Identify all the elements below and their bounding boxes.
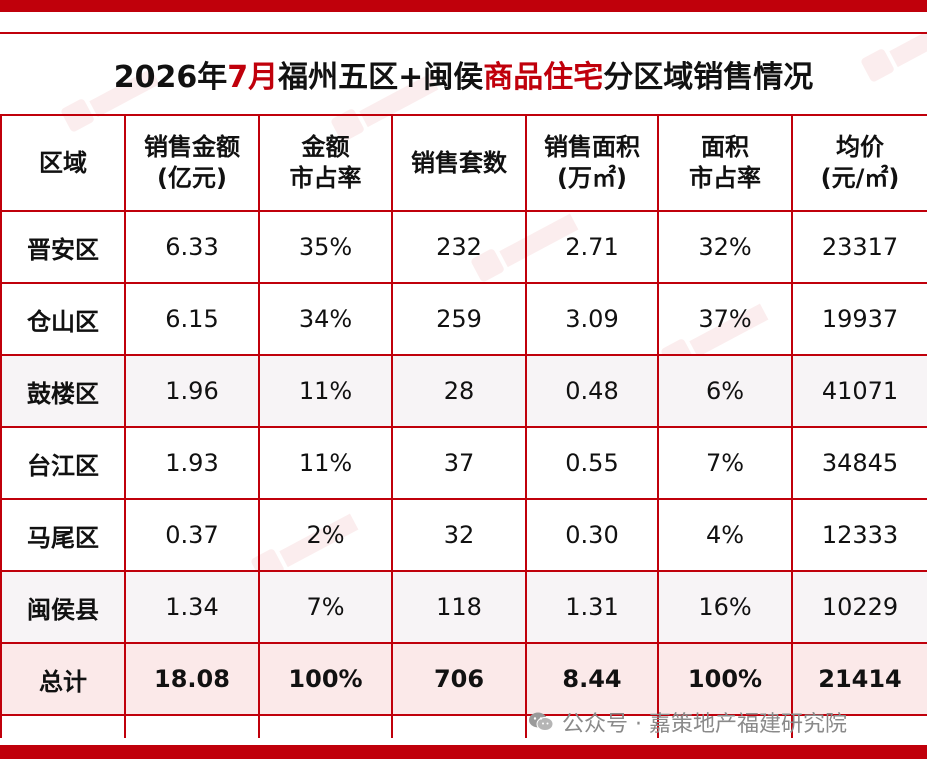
cell-avg-price: 41071: [791, 354, 927, 428]
cell-area-share: 4%: [657, 498, 793, 572]
cell-avg-price: 34845: [791, 426, 927, 500]
header-units: 销售套数: [391, 114, 527, 212]
spacer-cell: [791, 714, 927, 738]
cell-area-share: 37%: [657, 282, 793, 356]
cell-sales-amount: 1.93: [124, 426, 260, 500]
cell-sales-area: 3.09: [525, 282, 659, 356]
cell-avg-price: 10229: [791, 570, 927, 644]
credit-text: 公众号 · 嘉策地产福建研究院: [562, 712, 847, 737]
cell-sales-amount: 1.96: [124, 354, 260, 428]
header-row: 区域 销售金额 (亿元) 金额 市占率 销售套数 销售面积 (万㎡) 面积 市占率 均价…: [0, 114, 927, 212]
header-area-share: 面积 市占率: [657, 114, 793, 212]
cell-amount-share: 34%: [258, 282, 393, 356]
cell-amount-share: 35%: [258, 210, 393, 284]
table-row: 闽侯县 1.34 7% 118 1.31 16% 10229: [0, 570, 927, 644]
title-month: 7月: [227, 60, 279, 95]
table-row: 仓山区 6.15 34% 259 3.09 37% 19937: [0, 282, 927, 356]
cell-region: 仓山区: [0, 282, 126, 356]
spacer-cell: [0, 714, 126, 738]
cell-total-sales-amount: 18.08: [124, 642, 260, 716]
header-region: 区域: [0, 114, 126, 212]
cell-total-sales-area: 8.44: [525, 642, 659, 716]
title-part: 福州五区+闽侯: [278, 60, 484, 95]
table-row: 鼓楼区 1.96 11% 28 0.48 6% 41071: [0, 354, 927, 428]
cell-sales-amount: 6.15: [124, 282, 260, 356]
spacer-row: [0, 714, 927, 738]
cell-units: 232: [391, 210, 527, 284]
cell-region: 马尾区: [0, 498, 126, 572]
cell-total-avg-price: 21414: [791, 642, 927, 716]
cell-total-label: 总计: [0, 642, 126, 716]
cell-units: 32: [391, 498, 527, 572]
header-avg-price: 均价 (元/㎡): [791, 114, 927, 212]
cell-units: 37: [391, 426, 527, 500]
cell-area-share: 7%: [657, 426, 793, 500]
table-row: 马尾区 0.37 2% 32 0.30 4% 12333: [0, 498, 927, 572]
title-part: 分区域销售情况: [603, 60, 814, 95]
cell-sales-area: 0.48: [525, 354, 659, 428]
wechat-icon: [528, 711, 554, 733]
table-row: 晋安区 6.33 35% 232 2.71 32% 23317: [0, 210, 927, 284]
cell-avg-price: 12333: [791, 498, 927, 572]
header-sales-amount: 销售金额 (亿元): [124, 114, 260, 212]
cell-sales-area: 0.30: [525, 498, 659, 572]
source-credit: 公众号 · 嘉策地产福建研究院: [528, 706, 847, 738]
title-part: 2026年: [113, 60, 228, 95]
cell-area-share: 32%: [657, 210, 793, 284]
spacer-cell: [657, 714, 793, 738]
cell-amount-share: 7%: [258, 570, 393, 644]
cell-total-amount-share: 100%: [258, 642, 393, 716]
cell-avg-price: 23317: [791, 210, 927, 284]
total-row: 总计 18.08 100% 706 8.44 100% 21414: [0, 642, 927, 716]
bottom-accent-bar: [0, 745, 927, 759]
sales-table: 区域 销售金额 (亿元) 金额 市占率 销售套数 销售面积 (万㎡) 面积 市占率 均价…: [0, 114, 927, 738]
spacer-cell: [391, 714, 527, 738]
cell-sales-amount: 1.34: [124, 570, 260, 644]
cell-sales-amount: 0.37: [124, 498, 260, 572]
header-sales-area: 销售面积 (万㎡): [525, 114, 659, 212]
cell-amount-share: 2%: [258, 498, 393, 572]
cell-region: 闽侯县: [0, 570, 126, 644]
cell-units: 28: [391, 354, 527, 428]
title-category: 商品住宅: [483, 60, 604, 95]
cell-units: 259: [391, 282, 527, 356]
cell-amount-share: 11%: [258, 426, 393, 500]
cell-region: 晋安区: [0, 210, 126, 284]
page-title: 2026年 7月 福州五区+闽侯 商品住宅 分区域销售情况: [0, 34, 927, 114]
top-spacer: [0, 12, 927, 34]
spacer-cell: [124, 714, 260, 738]
cell-region: 鼓楼区: [0, 354, 126, 428]
cell-total-units: 706: [391, 642, 527, 716]
cell-region: 台江区: [0, 426, 126, 500]
table-row: 台江区 1.93 11% 37 0.55 7% 34845: [0, 426, 927, 500]
cell-amount-share: 11%: [258, 354, 393, 428]
cell-total-area-share: 100%: [657, 642, 793, 716]
header-amount-share: 金额 市占率: [258, 114, 393, 212]
cell-avg-price: 19937: [791, 282, 927, 356]
top-accent-bar: [0, 0, 927, 12]
cell-area-share: 16%: [657, 570, 793, 644]
cell-sales-amount: 6.33: [124, 210, 260, 284]
cell-units: 118: [391, 570, 527, 644]
cell-sales-area: 1.31: [525, 570, 659, 644]
cell-sales-area: 0.55: [525, 426, 659, 500]
cell-sales-area: 2.71: [525, 210, 659, 284]
spacer-cell: [258, 714, 393, 738]
cell-area-share: 6%: [657, 354, 793, 428]
